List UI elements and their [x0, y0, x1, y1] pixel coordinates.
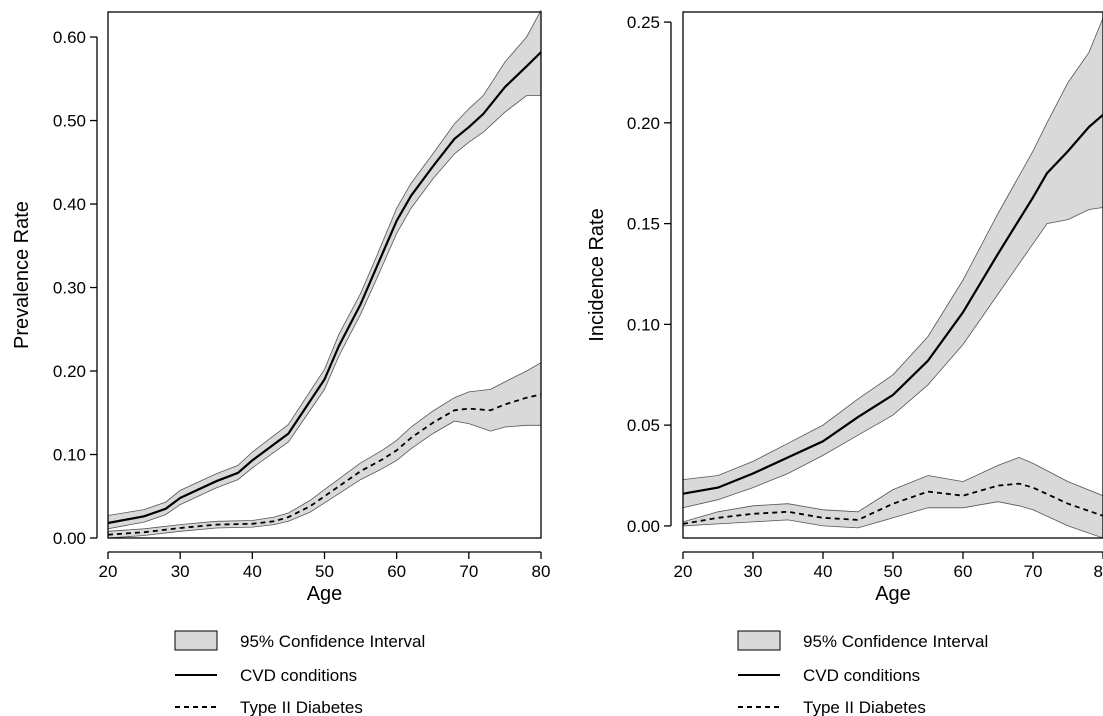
x-tick-label: 60 — [954, 562, 973, 581]
x-tick-label: 80 — [532, 562, 551, 581]
cvd-line — [107, 51, 542, 525]
incidence-plot-frame — [682, 11, 1103, 539]
y-tick-label: 0.20 — [53, 362, 86, 381]
x-tick-label: 30 — [744, 562, 763, 581]
diabetes-ci-band — [682, 456, 1103, 539]
y-tick-label: 0.10 — [627, 315, 660, 334]
prevalence-chart: 0.00 0.10 0.20 0.30 0.40 0.50 0.60 20 30 40 50 60 7… — [11, 10, 550, 716]
x-tick-label: 60 — [387, 562, 406, 581]
legend-diabetes-label: Type II Diabetes — [803, 698, 926, 716]
y-tick-label: 0.00 — [627, 517, 660, 536]
cvd-line — [682, 113, 1103, 495]
x-tick-label: 80 — [1094, 562, 1103, 581]
x-tick-label: 50 — [315, 562, 334, 581]
legend-ci-swatch — [737, 630, 781, 651]
diabetes-line — [682, 482, 1103, 525]
incidence-y-axis-title: Incidence Rate — [586, 208, 608, 341]
incidence-series-lines — [682, 113, 1103, 525]
legend-cvd-label: CVD conditions — [803, 666, 920, 685]
prevalence-ci-bands — [107, 10, 542, 539]
x-tick-label: 20 — [99, 562, 118, 581]
prevalence-series-lines — [107, 51, 542, 536]
prevalence-x-axis-title: Age — [307, 583, 343, 605]
prevalence-y-axis-title: Prevalence Rate — [11, 201, 33, 349]
prevalence-plot-frame — [107, 11, 542, 539]
y-tick-label: 0.15 — [627, 215, 660, 234]
y-tick-label: 0.50 — [53, 112, 86, 131]
y-tick-label: 0.05 — [627, 416, 660, 435]
x-tick-label: 20 — [674, 562, 693, 581]
x-tick-label: 40 — [243, 562, 262, 581]
y-tick-label: 0.40 — [53, 195, 86, 214]
x-tick-label: 30 — [171, 562, 190, 581]
x-tick-label: 50 — [884, 562, 903, 581]
x-tick-label: 70 — [459, 562, 478, 581]
y-tick-label: 0.60 — [53, 28, 86, 47]
incidence-chart: 0.000.050.100.150.200.25 20304050607080 … — [586, 11, 1103, 716]
legend-cvd-label: CVD conditions — [240, 666, 357, 685]
y-tick-label: 0.20 — [627, 114, 660, 133]
incidence-x-axis-title: Age — [875, 583, 911, 605]
cvd-ci-band — [107, 10, 542, 530]
incidence-y-axis: 0.00 0.05 0.10 0.15 0.20 0.25 — [627, 13, 672, 536]
incidence-x-axis: 20 30 40 50 60 70 80 — [674, 551, 1103, 581]
legend-ci-label: 95% Confidence Interval — [240, 632, 425, 651]
incidence-ci-bands — [682, 17, 1103, 539]
diabetes-line — [107, 393, 542, 536]
x-tick-label: 40 — [814, 562, 833, 581]
prevalence-x-axis: 20 30 40 50 60 70 80 — [99, 551, 551, 581]
legend-ci-swatch — [174, 630, 218, 651]
x-tick-label: 70 — [1024, 562, 1043, 581]
y-tick-label: 0.10 — [53, 446, 86, 465]
cvd-ci-band — [682, 17, 1103, 509]
prevalence-y-axis: 0.00 0.10 0.20 0.30 0.40 0.50 0.60 — [53, 28, 98, 548]
legend-diabetes-label: Type II Diabetes — [240, 698, 363, 716]
y-tick-label: 0.30 — [53, 279, 86, 298]
legend-ci-label: 95% Confidence Interval — [803, 632, 988, 651]
prevalence-legend: 95% Confidence Interval CVD conditions T… — [174, 630, 425, 716]
incidence-legend: 95% Confidence Interval CVD conditions T… — [737, 630, 988, 716]
y-tick-label: 0.25 — [627, 13, 660, 32]
y-tick-label: 0.00 — [53, 529, 86, 548]
